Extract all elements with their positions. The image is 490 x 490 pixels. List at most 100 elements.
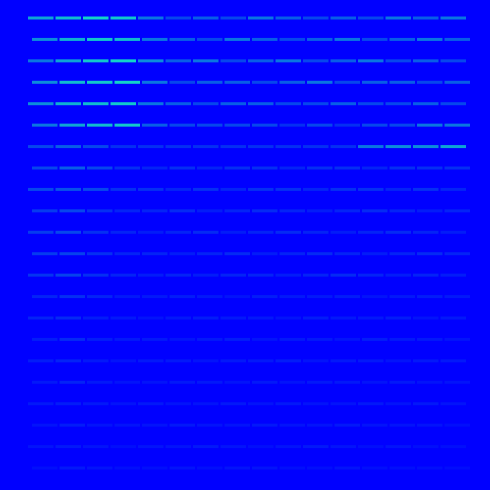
- cell: [362, 38, 388, 41]
- cell: [358, 231, 384, 234]
- cell: [193, 317, 219, 320]
- cell: [60, 424, 86, 427]
- cell: [193, 274, 219, 277]
- cell: [252, 424, 278, 427]
- cell: [166, 359, 192, 362]
- cell: [417, 295, 443, 298]
- cell: [358, 402, 384, 405]
- cell: [413, 317, 439, 320]
- cell: [111, 402, 137, 405]
- cell: [362, 81, 388, 84]
- cell: [362, 209, 388, 212]
- cell: [248, 145, 274, 148]
- cell: [276, 317, 302, 320]
- cell: [252, 338, 278, 341]
- cell: [225, 338, 251, 341]
- cell: [280, 252, 306, 255]
- cell: [193, 359, 219, 362]
- cell: [166, 317, 192, 320]
- cell: [331, 231, 357, 234]
- cell: [56, 317, 82, 320]
- cell: [197, 167, 223, 170]
- cell: [138, 359, 164, 362]
- cell: [307, 167, 333, 170]
- cell: [331, 145, 357, 148]
- cell: [170, 209, 196, 212]
- cell: [56, 102, 82, 105]
- cell: [307, 295, 333, 298]
- cell: [390, 38, 416, 41]
- cell: [390, 424, 416, 427]
- cell: [280, 424, 306, 427]
- cell: [142, 124, 168, 127]
- cell: [252, 252, 278, 255]
- cell: [441, 317, 467, 320]
- cell: [83, 188, 109, 191]
- cell: [32, 424, 58, 427]
- cell: [252, 467, 278, 470]
- cell: [417, 467, 443, 470]
- cell: [197, 38, 223, 41]
- background: [0, 0, 490, 490]
- cell: [60, 38, 86, 41]
- cell: [303, 445, 329, 448]
- cell: [358, 188, 384, 191]
- cell: [225, 167, 251, 170]
- cell: [28, 17, 54, 20]
- cell: [60, 209, 86, 212]
- cell: [445, 338, 471, 341]
- cell: [252, 81, 278, 84]
- cell: [225, 209, 251, 212]
- cell: [166, 274, 192, 277]
- cell: [142, 38, 168, 41]
- cell: [111, 231, 137, 234]
- cell: [115, 252, 141, 255]
- cell: [170, 424, 196, 427]
- cell: [115, 167, 141, 170]
- cell: [142, 167, 168, 170]
- cell: [87, 167, 113, 170]
- cell: [56, 274, 82, 277]
- cell: [87, 252, 113, 255]
- cell: [331, 274, 357, 277]
- cell: [280, 295, 306, 298]
- cell: [221, 274, 247, 277]
- cell: [142, 338, 168, 341]
- cell: [87, 338, 113, 341]
- cell: [142, 252, 168, 255]
- cell: [83, 145, 109, 148]
- cell: [441, 59, 467, 62]
- cell: [386, 59, 412, 62]
- cell: [28, 402, 54, 405]
- cell: [303, 274, 329, 277]
- cell: [111, 59, 137, 62]
- cell: [83, 317, 109, 320]
- cell: [390, 124, 416, 127]
- cell: [413, 359, 439, 362]
- cell: [413, 102, 439, 105]
- cell: [138, 274, 164, 277]
- cell: [56, 402, 82, 405]
- cell: [221, 359, 247, 362]
- cell: [248, 402, 274, 405]
- cell: [417, 124, 443, 127]
- cell: [445, 381, 471, 384]
- cell: [60, 338, 86, 341]
- cell: [386, 274, 412, 277]
- cell: [56, 231, 82, 234]
- cell: [335, 167, 361, 170]
- cell: [115, 209, 141, 212]
- cell: [303, 17, 329, 20]
- cell: [170, 81, 196, 84]
- cell: [335, 424, 361, 427]
- cell: [358, 102, 384, 105]
- cell: [248, 188, 274, 191]
- cell: [197, 424, 223, 427]
- cell: [111, 317, 137, 320]
- cell: [331, 317, 357, 320]
- cell: [225, 467, 251, 470]
- cell: [225, 38, 251, 41]
- cell: [307, 209, 333, 212]
- page: {"chart_data": {"type": "heatmap", "tick…: [0, 0, 490, 490]
- cell: [252, 209, 278, 212]
